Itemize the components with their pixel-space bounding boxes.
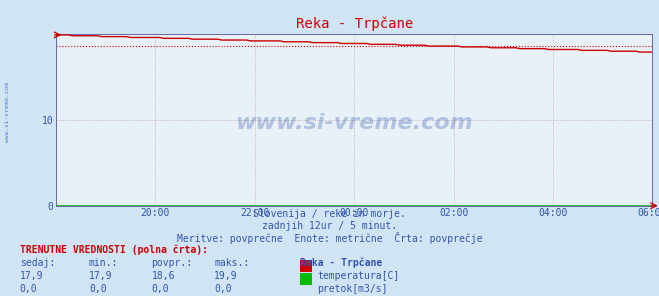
Text: povpr.:: povpr.: xyxy=(152,258,192,268)
Text: TRENUTNE VREDNOSTI (polna črta):: TRENUTNE VREDNOSTI (polna črta): xyxy=(20,244,208,255)
Text: maks.:: maks.: xyxy=(214,258,249,268)
Text: pretok[m3/s]: pretok[m3/s] xyxy=(317,284,387,294)
Title: Reka - Trpčane: Reka - Trpčane xyxy=(296,17,413,31)
Text: Meritve: povprečne  Enote: metrične  Črta: povprečje: Meritve: povprečne Enote: metrične Črta:… xyxy=(177,232,482,244)
Text: 18,6: 18,6 xyxy=(152,271,175,281)
Text: temperatura[C]: temperatura[C] xyxy=(317,271,399,281)
Text: 19,9: 19,9 xyxy=(214,271,238,281)
Text: Slovenija / reke in morje.: Slovenija / reke in morje. xyxy=(253,209,406,219)
Text: 0,0: 0,0 xyxy=(89,284,107,294)
Text: www.si-vreme.com: www.si-vreme.com xyxy=(235,113,473,133)
Text: 0,0: 0,0 xyxy=(20,284,38,294)
Text: zadnjih 12ur / 5 minut.: zadnjih 12ur / 5 minut. xyxy=(262,221,397,231)
Text: Reka - Trpčane: Reka - Trpčane xyxy=(300,258,382,268)
Text: sedaj:: sedaj: xyxy=(20,258,55,268)
Text: 0,0: 0,0 xyxy=(152,284,169,294)
Text: www.si-vreme.com: www.si-vreme.com xyxy=(5,83,11,142)
Text: 17,9: 17,9 xyxy=(89,271,113,281)
Text: min.:: min.: xyxy=(89,258,119,268)
Text: 0,0: 0,0 xyxy=(214,284,232,294)
Text: 17,9: 17,9 xyxy=(20,271,43,281)
